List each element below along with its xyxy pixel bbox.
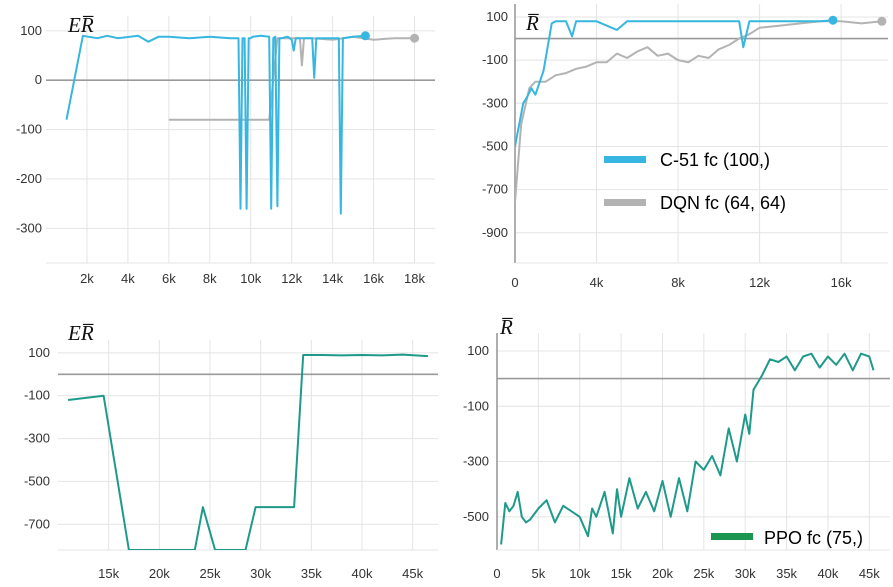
panel-top-right-x-tick-label: 12k: [749, 275, 770, 290]
panel-bottom-right-y-tick-label: -100: [463, 398, 489, 413]
panel-bottom-left-x-tick-label: 30k: [250, 566, 271, 581]
panel-top-left-x-tick-label: 8k: [203, 271, 217, 286]
legend-bottom-right: PPO fc (75,): [711, 528, 863, 548]
panel-top-left-series-1-line: [65, 34, 366, 215]
panel-top-right-ylabel: R̅: [525, 11, 539, 35]
panel-bottom-left-x-tick-label: 15k: [98, 566, 119, 581]
panel-top-left-y-tick-label: -100: [16, 122, 42, 137]
panel-top-left-series-0-end-marker: [410, 33, 420, 43]
panel-top-left-x-tick-label: 12k: [281, 271, 302, 286]
legend-label-ppo: PPO fc (75,): [764, 528, 863, 548]
panel-bottom-right-x-tick-label: 35k: [776, 566, 797, 581]
panel-bottom-right-x-tick-label: 40k: [817, 566, 838, 581]
panel-top-right-y-tick-label: -700: [482, 182, 508, 197]
panel-bottom-left: 15k 20k 25k 30k 35k 40k 45k 100 -100 -300 -500 -700: [24, 340, 438, 581]
panel-bottom-left-x-tick-label: 35k: [301, 566, 322, 581]
panel-top-left-ylabel: ER̅: [67, 13, 94, 37]
panel-top-right-series-1-end-marker: [828, 15, 838, 25]
panel-bottom-right-x-tick-label: 20k: [652, 566, 673, 581]
panel-top-right-series-0-end-marker: [877, 16, 887, 26]
legend-label-c51: C-51 fc (100,): [660, 150, 770, 170]
panel-bottom-left-y-tick-label: -300: [24, 431, 50, 446]
panel-bottom-left-ylabel: ER̅: [67, 321, 94, 345]
panel-bottom-right-x-tick-label: 45k: [859, 566, 880, 581]
panel-top-left-x-tick-label: 2k: [80, 271, 94, 286]
panel-top-left-x-tick-label: 10k: [240, 271, 261, 286]
panel-top-right-y-tick-label: -300: [482, 95, 508, 110]
legend-top-right: C-51 fc (100,) DQN fc (64, 64): [604, 150, 786, 213]
panel-top-left-x-tick-label: 18k: [404, 271, 425, 286]
panel-top-right-series-1-line: [515, 19, 834, 147]
panel-top-right-x-tick-label: 4k: [590, 275, 604, 290]
panel-bottom-right-y-tick-label: -500: [463, 509, 489, 524]
panel-bottom-left-y-tick-label: -100: [24, 388, 50, 403]
panel-top-right-y-tick-label: -900: [482, 225, 508, 240]
panel-bottom-right: 0 5k 10k 15k 20k 25k 30k 35k 40k 45k 100 -100 -300 -5…: [463, 333, 890, 581]
panel-top-right-y-tick-label: -100: [482, 52, 508, 67]
panel-top-left-y-tick-label: 0: [35, 72, 42, 87]
panel-top-right-series-0-line: [515, 20, 883, 203]
panel-bottom-left-y-tick-label: 100: [28, 345, 50, 360]
panel-top-left-x-tick-label: 4k: [121, 271, 135, 286]
panel-top-left-x-tick-label: 14k: [322, 271, 343, 286]
legend-swatch-ppo: [711, 533, 753, 540]
panel-bottom-left-y-tick-label: -700: [24, 516, 50, 531]
panel-bottom-left-x-tick-label: 45k: [402, 566, 423, 581]
panel-top-left-y-tick-label: -200: [16, 171, 42, 186]
legend-label-dqn: DQN fc (64, 64): [660, 193, 786, 213]
panel-bottom-right-series-0-line: [500, 352, 875, 545]
panel-top-right-y-tick-label: -500: [482, 138, 508, 153]
legend-swatch-dqn: [604, 199, 646, 206]
panel-bottom-left-x-tick-label: 20k: [149, 566, 170, 581]
panel-bottom-right-y-tick-label: 100: [467, 343, 489, 358]
panel-bottom-right-x-tick-label: 30k: [735, 566, 756, 581]
panel-bottom-left-series-0-line: [67, 353, 428, 550]
panel-top-left-y-tick-label: -300: [16, 220, 42, 235]
panel-top-left-x-tick-label: 16k: [363, 271, 384, 286]
panel-top-left-series-1-end-marker: [360, 31, 370, 41]
panel-top-left: 2k 4k 6k 8k 10k 12k 14k 16k 18k 100 0 -100 -200 -300: [16, 16, 435, 286]
panel-bottom-right-x-tick-label: 5k: [532, 566, 546, 581]
panel-top-right-x-tick-label: 16k: [831, 275, 852, 290]
panel-bottom-right-x-tick-label: 10k: [569, 566, 590, 581]
panel-bottom-right-x-tick-label: 0: [493, 566, 500, 581]
panel-top-left-x-tick-label: 6k: [162, 271, 176, 286]
panel-bottom-right-ylabel: R̅: [499, 315, 513, 339]
panel-bottom-left-x-tick-label: 40k: [352, 566, 373, 581]
panel-bottom-right-x-tick-label: 15k: [611, 566, 632, 581]
panel-bottom-right-y-tick-label: -300: [463, 454, 489, 469]
panel-top-right-x-tick-label: 0: [511, 275, 518, 290]
legend-swatch-c51: [604, 156, 646, 163]
panel-bottom-left-y-tick-label: -500: [24, 473, 50, 488]
panel-top-right-x-tick-label: 8k: [671, 275, 685, 290]
panel-bottom-right-x-tick-label: 25k: [693, 566, 714, 581]
panel-top-right-y-tick-label: 100: [486, 9, 508, 24]
panel-bottom-left-x-tick-label: 25k: [200, 566, 221, 581]
panel-top-left-y-tick-label: 100: [20, 23, 42, 38]
panel-top-right: 0 4k 8k 12k 16k 100 -100 -300 -500 -700 -900: [482, 4, 888, 290]
